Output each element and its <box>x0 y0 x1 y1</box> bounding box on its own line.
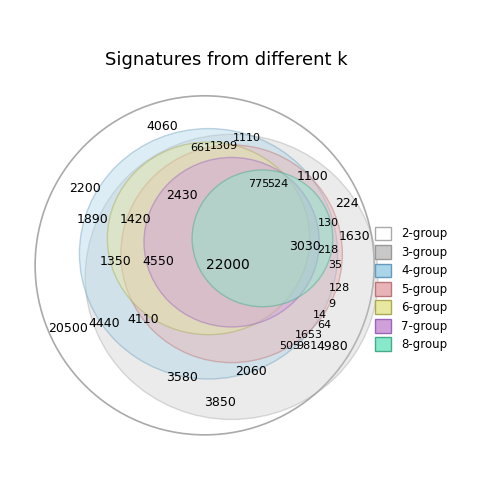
Text: 4110: 4110 <box>127 313 159 326</box>
Text: 3850: 3850 <box>204 396 236 409</box>
Text: 1309: 1309 <box>210 141 238 151</box>
Text: 775: 775 <box>248 179 269 190</box>
Legend: 2-group, 3-group, 4-group, 5-group, 6-group, 7-group, 8-group: 2-group, 3-group, 4-group, 5-group, 6-gr… <box>371 223 451 355</box>
Text: 2060: 2060 <box>235 365 267 378</box>
Text: 130: 130 <box>318 218 338 228</box>
Text: 1653: 1653 <box>295 330 323 340</box>
Text: 128: 128 <box>329 283 350 293</box>
Ellipse shape <box>121 145 342 362</box>
Ellipse shape <box>85 135 378 419</box>
Text: 4060: 4060 <box>146 120 178 133</box>
Text: 1630: 1630 <box>339 230 371 243</box>
Text: 1420: 1420 <box>119 213 151 226</box>
Text: 3030: 3030 <box>289 239 321 253</box>
Text: 218: 218 <box>318 245 339 255</box>
Text: 661: 661 <box>191 143 211 153</box>
Text: 4440: 4440 <box>89 317 120 330</box>
Text: 1350: 1350 <box>100 255 132 268</box>
Ellipse shape <box>107 142 309 335</box>
Text: 224: 224 <box>335 197 359 210</box>
Text: 1890: 1890 <box>77 213 109 226</box>
Text: 1100: 1100 <box>297 170 329 183</box>
Text: 14: 14 <box>313 310 327 321</box>
Text: 1110: 1110 <box>233 133 261 143</box>
Text: 2200: 2200 <box>70 182 101 195</box>
Text: 20500: 20500 <box>48 323 88 335</box>
Text: 4550: 4550 <box>143 255 174 268</box>
Title: Signatures from different k: Signatures from different k <box>105 51 348 70</box>
Ellipse shape <box>80 129 338 379</box>
Text: 22000: 22000 <box>206 259 249 272</box>
Ellipse shape <box>192 170 333 307</box>
Text: 3580: 3580 <box>166 370 198 384</box>
Text: 35: 35 <box>329 261 343 270</box>
Ellipse shape <box>144 157 319 327</box>
Text: 4980: 4980 <box>316 340 348 353</box>
Text: 524: 524 <box>267 179 288 190</box>
Text: 9: 9 <box>328 299 335 309</box>
Text: 64: 64 <box>317 320 331 330</box>
Text: 981: 981 <box>296 341 318 351</box>
Text: 505: 505 <box>279 341 300 351</box>
Text: 2430: 2430 <box>166 190 198 203</box>
